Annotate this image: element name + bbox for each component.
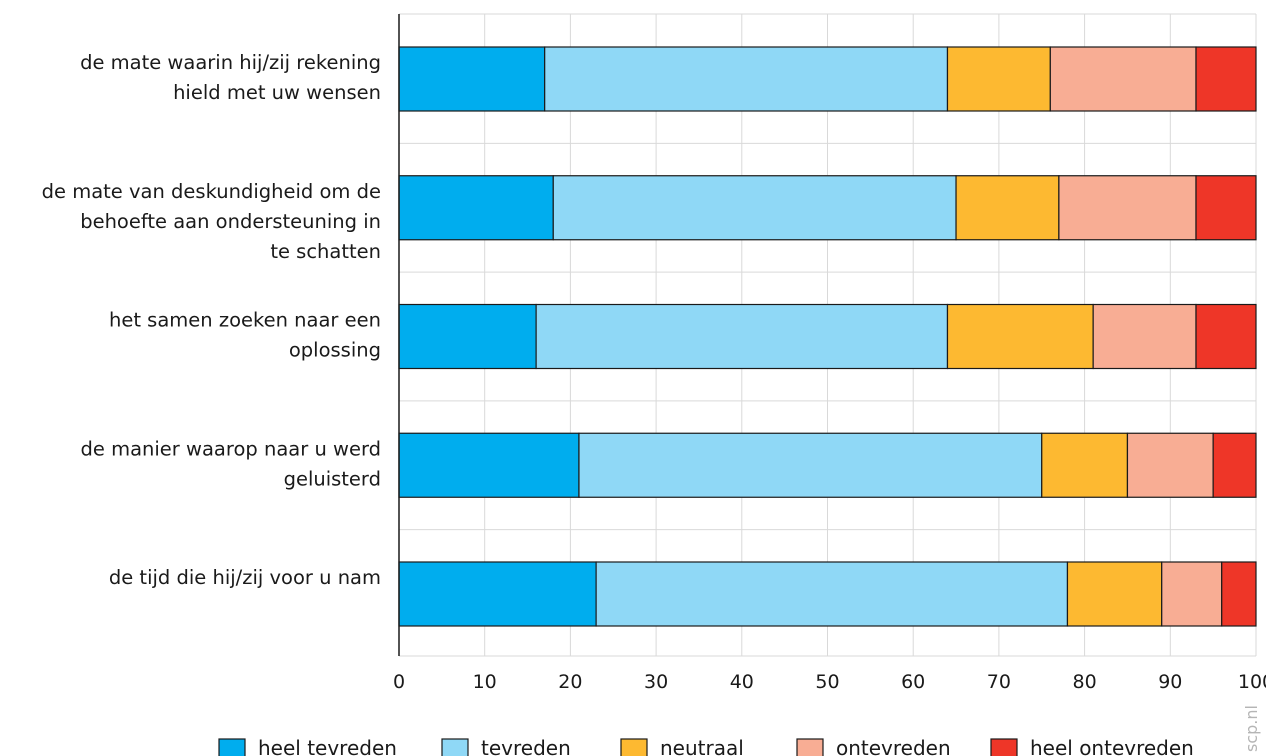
legend-label: heel tevreden bbox=[258, 736, 397, 756]
legend-item: heel tevreden bbox=[218, 736, 397, 756]
x-tick-labels: 0 10 20 30 40 50 60 70 80 90 100 bbox=[393, 671, 1266, 693]
legend-swatch bbox=[218, 738, 246, 756]
x-tick-label: 30 bbox=[644, 671, 668, 693]
legend-label: tevreden bbox=[481, 736, 571, 756]
category-label: oplossing bbox=[289, 339, 381, 362]
x-tick-label: 100 bbox=[1238, 671, 1266, 693]
x-tick-label: 0 bbox=[393, 671, 405, 693]
bar-segment bbox=[1041, 432, 1129, 498]
bar-segment bbox=[1195, 303, 1257, 370]
legend-swatch bbox=[990, 738, 1018, 756]
bar-segment bbox=[946, 303, 1094, 370]
category-label: de mate waarin hij/zij rekening bbox=[80, 51, 381, 74]
category-label: te schatten bbox=[270, 240, 381, 263]
category-label: het samen zoeken naar een bbox=[109, 309, 381, 332]
legend-swatch bbox=[441, 738, 469, 756]
bar-segment bbox=[1058, 175, 1197, 241]
watermark: scp.nl bbox=[1242, 705, 1261, 752]
x-tick-label: 80 bbox=[1073, 671, 1097, 693]
bar-segment bbox=[1212, 432, 1257, 498]
legend-item: ontevreden bbox=[796, 736, 951, 756]
bar-segment bbox=[578, 432, 1043, 498]
bar-segment bbox=[955, 175, 1060, 241]
x-tick-label: 10 bbox=[473, 671, 497, 693]
bar-segment bbox=[595, 561, 1069, 627]
category-label: geluisterd bbox=[284, 467, 381, 490]
category-labels: de mate waarin hij/zij rekening hield met… bbox=[42, 51, 381, 589]
x-tick-label: 90 bbox=[1158, 671, 1182, 693]
legend-item: tevreden bbox=[441, 736, 571, 756]
bars bbox=[398, 46, 1257, 627]
bar-segment bbox=[544, 46, 949, 112]
bar-segment bbox=[398, 175, 554, 241]
category-label: de tijd die hij/zij voor u nam bbox=[109, 566, 381, 589]
legend-swatch bbox=[620, 738, 648, 756]
bar-segment bbox=[1126, 432, 1214, 498]
bar-segment bbox=[1049, 46, 1197, 112]
x-tick-label: 70 bbox=[987, 671, 1011, 693]
x-tick-label: 40 bbox=[730, 671, 754, 693]
bar-segment bbox=[1195, 46, 1257, 112]
bar-segment bbox=[1066, 561, 1163, 627]
legend-label: neutraal bbox=[660, 736, 744, 756]
category-label: behoefte aan ondersteuning in bbox=[80, 210, 381, 233]
bar-segment bbox=[1221, 561, 1257, 627]
bar-segment bbox=[1195, 175, 1257, 241]
bar-segment bbox=[1092, 303, 1197, 370]
x-tick-label: 20 bbox=[558, 671, 582, 693]
legend-label: ontevreden bbox=[836, 736, 951, 756]
bar-segment bbox=[398, 432, 580, 498]
category-label: de manier waarop naar u werd bbox=[81, 437, 381, 460]
bar-segment bbox=[535, 303, 949, 370]
bar-segment bbox=[946, 46, 1051, 112]
legend-item: neutraal bbox=[620, 736, 744, 756]
legend-label: heel ontevreden bbox=[1030, 736, 1194, 756]
legend-swatch bbox=[796, 738, 824, 756]
bar-segment bbox=[552, 175, 957, 241]
legend: heel tevreden tevreden neutraal ontevreden h… bbox=[218, 736, 1194, 756]
bar-segment bbox=[398, 561, 597, 627]
category-label: de mate van deskundigheid om de bbox=[42, 180, 381, 203]
bar-segment bbox=[398, 46, 546, 112]
x-tick-label: 50 bbox=[815, 671, 839, 693]
x-tick-label: 60 bbox=[901, 671, 925, 693]
category-label: hield met uw wensen bbox=[173, 81, 381, 104]
bar-segment bbox=[398, 303, 537, 370]
bar-segment bbox=[1161, 561, 1223, 627]
legend-item: heel ontevreden bbox=[990, 736, 1194, 756]
